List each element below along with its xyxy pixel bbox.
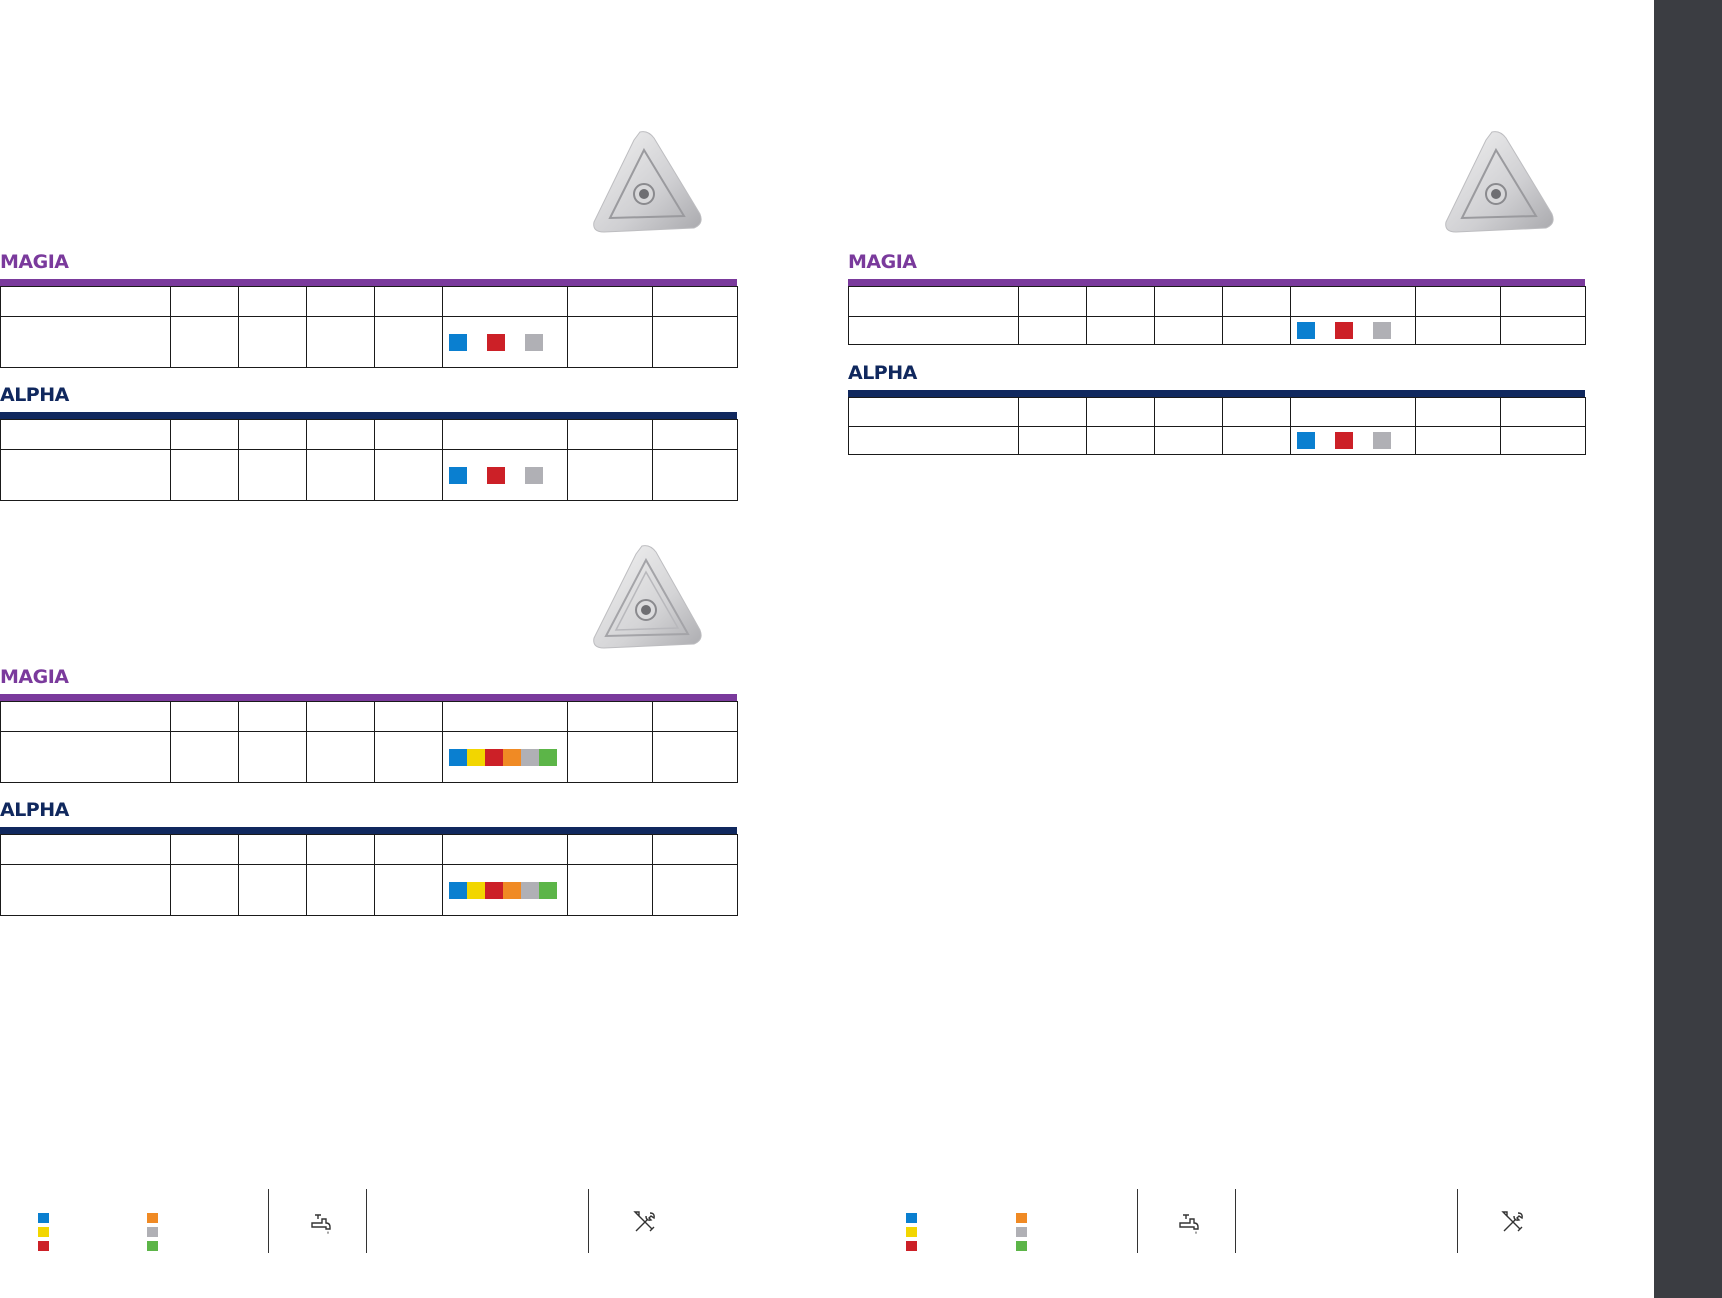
grade-chips: [443, 333, 567, 351]
chip-green: [539, 881, 557, 899]
legend-yellow: [906, 1227, 917, 1237]
legend-gray: [147, 1227, 158, 1237]
chip-green: [539, 748, 557, 766]
grade-chips: [1291, 432, 1415, 449]
left-page: MAGIA ALPHA: [0, 0, 740, 1298]
divider: [1137, 1189, 1138, 1253]
chip-gray: [521, 881, 539, 899]
brand-bar: [0, 279, 737, 286]
chip-yellow: [467, 748, 485, 766]
tools-wrench-screwdriver-icon: [633, 1211, 655, 1232]
spec-table: [848, 286, 1586, 345]
triangular-insert-icon: [593, 131, 702, 233]
footer-legend: [0, 1185, 740, 1255]
spec-table: [0, 419, 738, 501]
brand-bar: [848, 390, 1585, 397]
legend-orange: [147, 1213, 158, 1223]
chip-gray: [525, 466, 543, 484]
brand-magia: MAGIA: [0, 251, 69, 273]
brand-bar: [0, 412, 737, 419]
chip-red: [487, 466, 505, 484]
spec-table: [0, 701, 738, 783]
divider: [268, 1189, 269, 1253]
divider: [1235, 1189, 1236, 1253]
chip-orange: [503, 748, 521, 766]
chip-gray: [1373, 322, 1391, 339]
chip-blue: [449, 748, 467, 766]
chip-red: [1335, 322, 1353, 339]
chip-blue: [1297, 432, 1315, 449]
brand-magia: MAGIA: [0, 666, 69, 688]
tools-wrench-screwdriver-icon: [1501, 1211, 1523, 1232]
chip-red: [1335, 432, 1353, 449]
chip-red: [487, 333, 505, 351]
chip-gray: [525, 333, 543, 351]
spec-table: [0, 286, 738, 368]
legend-green: [1016, 1241, 1027, 1251]
triangular-insert-icon: [1445, 131, 1554, 233]
divider: [1457, 1189, 1458, 1253]
chip-blue: [1297, 322, 1315, 339]
chip-gray: [521, 748, 539, 766]
legend-blue: [906, 1213, 917, 1223]
legend-orange: [1016, 1213, 1027, 1223]
grade-chips: [443, 881, 567, 899]
divider: [588, 1189, 589, 1253]
legend-red: [38, 1241, 49, 1251]
legend-green: [147, 1241, 158, 1251]
chip-blue: [449, 881, 467, 899]
chip-red: [485, 881, 503, 899]
brand-alpha: ALPHA: [0, 799, 69, 821]
chip-orange: [503, 881, 521, 899]
footer-legend: [848, 1185, 1588, 1255]
chip-yellow: [467, 881, 485, 899]
legend-red: [906, 1241, 917, 1251]
brand-bar: [0, 827, 737, 834]
chip-red: [485, 748, 503, 766]
chip-blue: [449, 333, 467, 351]
right-page: MAGIA ALPHA: [848, 0, 1588, 1298]
side-band: [1654, 0, 1722, 1298]
spec-table: [848, 397, 1586, 455]
grade-chips: [443, 748, 567, 766]
coolant-tap-icon: [1179, 1214, 1199, 1234]
brand-magia: MAGIA: [848, 251, 917, 273]
brand-alpha: ALPHA: [848, 362, 917, 384]
chip-blue: [449, 466, 467, 484]
legend-blue: [38, 1213, 49, 1223]
brand-bar: [848, 279, 1585, 286]
grade-chips: [443, 466, 567, 484]
legend-yellow: [38, 1227, 49, 1237]
grade-chips: [1291, 322, 1415, 339]
legend-gray: [1016, 1227, 1027, 1237]
brand-bar: [0, 694, 737, 701]
coolant-tap-icon: [311, 1214, 331, 1234]
brand-alpha: ALPHA: [0, 384, 69, 406]
chip-gray: [1373, 432, 1391, 449]
divider: [366, 1189, 367, 1253]
triangular-insert-icon: [593, 545, 702, 649]
spec-table: [0, 834, 738, 916]
